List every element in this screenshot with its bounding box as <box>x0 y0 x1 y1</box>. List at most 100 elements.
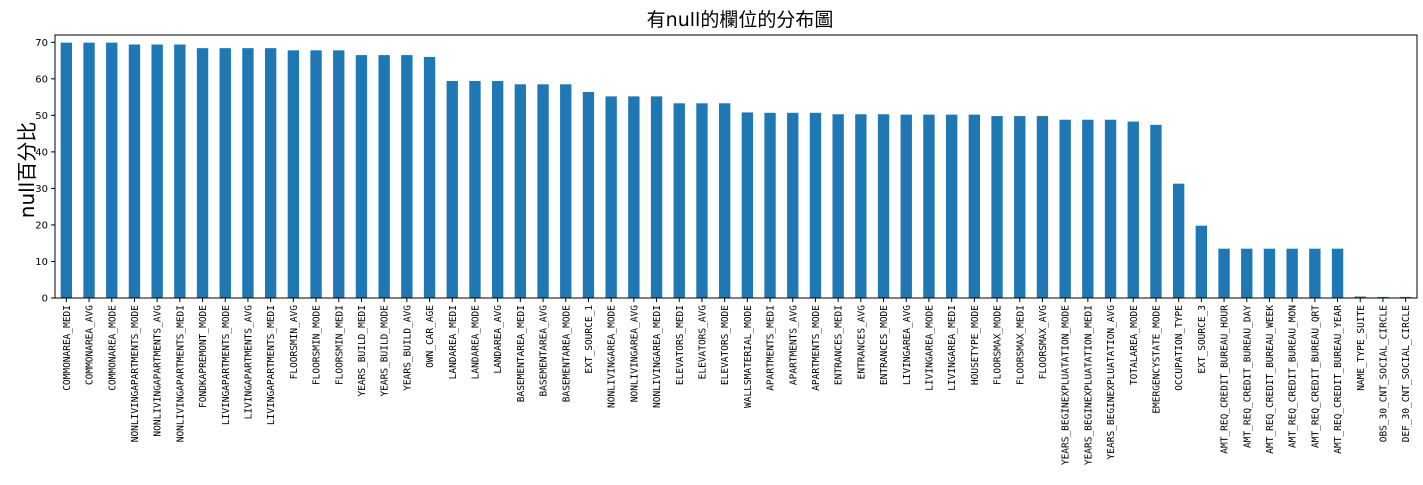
x-tick-label: LIVINGAPARTMENTS_MODE <box>221 305 232 425</box>
x-tick-label: NAME_TYPE_SUITE <box>1356 305 1367 391</box>
bar-nonlivingarea-avg <box>628 96 640 299</box>
bar-amt-req-credit-bureau-mon <box>1286 248 1298 298</box>
bar-floorsmin-medi <box>333 50 345 299</box>
x-tick-label: NONLIVINGAREA_MEDI <box>652 305 663 408</box>
bar-livingapartments-mode <box>219 48 231 299</box>
bar-basementarea-mode <box>560 84 572 298</box>
bar-def-30-cnt-social-circle <box>1399 296 1412 298</box>
bar-occupation-type <box>1172 183 1185 298</box>
bar-livingapartments-medi <box>264 48 277 299</box>
bar-elevators-mode <box>718 103 731 298</box>
y-tick-label: 20 <box>35 220 48 231</box>
x-tick-label: YEARS_BEGINEXPLUATATION_MODE <box>1061 305 1072 465</box>
bar-landarea-medi <box>446 81 458 298</box>
plot-frame <box>54 34 1418 299</box>
bar-apartments-avg <box>787 112 799 298</box>
y-tick-label: 0 <box>42 294 48 305</box>
bar-livingarea-avg <box>900 114 912 298</box>
bar-nonlivingapartments-mode <box>128 44 141 298</box>
x-tick-label: DEF_30_CNT_SOCIAL_CIRCLE <box>1401 305 1412 443</box>
x-tick-label: AMT_REQ_CREDIT_BUREAU_QRT <box>1310 305 1321 448</box>
x-tick-label: YEARS_BEGINEXPLUATATION_MEDI <box>1083 305 1094 465</box>
x-tick-label: YEARS_BEGINEXPLUATATION_AVG <box>1106 305 1117 460</box>
x-tick-label: FLOORSMIN_MODE <box>312 305 323 385</box>
x-tick-label: BASEMENTAREA_MEDI <box>516 305 527 402</box>
x-tick-label: EXT_SOURCE_1 <box>584 305 595 374</box>
y-tick-label: 10 <box>35 257 48 268</box>
bar-amt-req-credit-bureau-week <box>1263 248 1276 298</box>
x-tick-label: APARTMENTS_MODE <box>811 305 822 391</box>
y-tick-label: 70 <box>35 38 48 49</box>
bar-elevators-avg <box>696 103 708 298</box>
bar-entrances-medi <box>832 114 844 299</box>
bar-nonlivingapartments-medi <box>174 44 186 298</box>
bar-amt-req-credit-bureau-qrt <box>1309 248 1321 298</box>
bar-name-type-suite <box>1354 296 1366 298</box>
bar-apartments-mode <box>809 112 822 298</box>
x-tick-label: APARTMENTS_MEDI <box>766 305 777 391</box>
x-tick-label: BASEMENTAREA_MODE <box>561 305 572 403</box>
bar-nonlivingarea-medi <box>650 96 663 299</box>
bar-elevators-medi <box>673 103 685 298</box>
x-tick-label: ELEVATORS_MODE <box>720 305 731 385</box>
bar-commonarea-medi <box>60 42 73 298</box>
bar-landarea-avg <box>491 81 504 298</box>
bar-years-build-avg <box>401 55 413 299</box>
x-tick-label: LANDAREA_MEDI <box>448 305 459 379</box>
x-tick-label: NONLIVINGAPARTMENTS_MEDI <box>175 305 186 442</box>
y-axis-ticks: 0 10 20 30 40 50 60 70 <box>35 38 55 305</box>
x-tick-label: NONLIVINGAREA_AVG <box>629 305 640 403</box>
x-tick-label: AMT_REQ_CREDIT_BUREAU_YEAR <box>1333 305 1344 454</box>
x-tick-label: FLOORSMAX_MODE <box>993 305 1004 385</box>
bar-wallsmaterial-mode <box>741 112 754 298</box>
bar-amt-req-credit-bureau-hour <box>1218 248 1230 298</box>
bar-basementarea-medi <box>514 84 527 298</box>
x-tick-label: YEARS_BUILD_MODE <box>380 305 391 397</box>
bar-own-car-age <box>423 56 436 298</box>
bar-years-build-mode <box>378 55 390 299</box>
x-tick-label: APARTMENTS_AVG <box>788 305 799 385</box>
bar-ext-source-1 <box>582 91 595 298</box>
x-tick-label: FLOORSMAX_MEDI <box>1015 305 1026 385</box>
x-tick-label: OBS_30_CNT_SOCIAL_CIRCLE <box>1378 305 1389 443</box>
x-tick-label: AMT_REQ_CREDIT_BUREAU_MON <box>1288 305 1299 448</box>
bar-floorsmax-avg <box>1036 116 1049 298</box>
x-tick-label: YEARS_BUILD_MEDI <box>357 305 368 397</box>
bar-emergencystate-mode <box>1150 124 1162 298</box>
bar-housetype-mode <box>968 114 981 298</box>
x-tick-label: COMMONAREA_AVG <box>85 305 96 385</box>
bar-amt-req-credit-bureau-year <box>1331 248 1344 298</box>
bar-nonlivingapartments-avg <box>151 44 163 298</box>
x-tick-label: NONLIVINGAPARTMENTS_AVG <box>153 305 164 437</box>
x-tick-label: LIVINGAPARTMENTS_MEDI <box>266 305 277 425</box>
x-tick-label: YEARS_BUILD_AVG <box>402 305 413 391</box>
y-tick-label: 50 <box>35 111 48 122</box>
x-tick-label: ELEVATORS_MEDI <box>675 305 686 385</box>
x-tick-label: LIVINGAREA_MEDI <box>947 305 958 391</box>
y-tick-label: 60 <box>35 74 48 85</box>
x-tick-label: OCCUPATION_TYPE <box>1174 305 1185 391</box>
x-tick-label: LIVINGAREA_AVG <box>902 305 913 385</box>
bar-floorsmin-avg <box>287 50 300 299</box>
x-tick-label: ENTRANCES_MODE <box>879 305 890 385</box>
x-tick-label: BASEMENTAREA_AVG <box>539 305 550 397</box>
x-tick-label: LIVINGAPARTMENTS_AVG <box>243 305 254 420</box>
x-tick-label: ENTRANCES_MEDI <box>834 305 845 385</box>
bar-years-beginexpluatation-avg <box>1104 119 1117 299</box>
bar-years-beginexpluatation-mode <box>1059 119 1071 299</box>
y-tick-label: 40 <box>35 147 48 158</box>
x-tick-label: AMT_REQ_CREDIT_BUREAU_WEEK <box>1265 305 1276 454</box>
bar-commonarea-avg <box>83 42 95 298</box>
x-tick-label: EMERGENCYSTATE_MODE <box>1151 305 1162 414</box>
x-tick-label: ENTRANCES_AVG <box>856 305 867 380</box>
x-tick-label: WALLSMATERIAL_MODE <box>743 305 754 408</box>
bar-floorsmax-medi <box>1014 116 1026 298</box>
bar-landarea-mode <box>469 81 481 298</box>
x-tick-label: ELEVATORS_AVG <box>697 305 708 380</box>
x-tick-label: LANDAREA_AVG <box>493 305 504 374</box>
x-tick-label: FLOORSMIN_MEDI <box>334 305 345 385</box>
x-tick-label: NONLIVINGAPARTMENTS_MODE <box>130 305 141 443</box>
bar-livingapartments-avg <box>242 48 254 299</box>
x-tick-label: COMMONAREA_MODE <box>107 305 118 391</box>
